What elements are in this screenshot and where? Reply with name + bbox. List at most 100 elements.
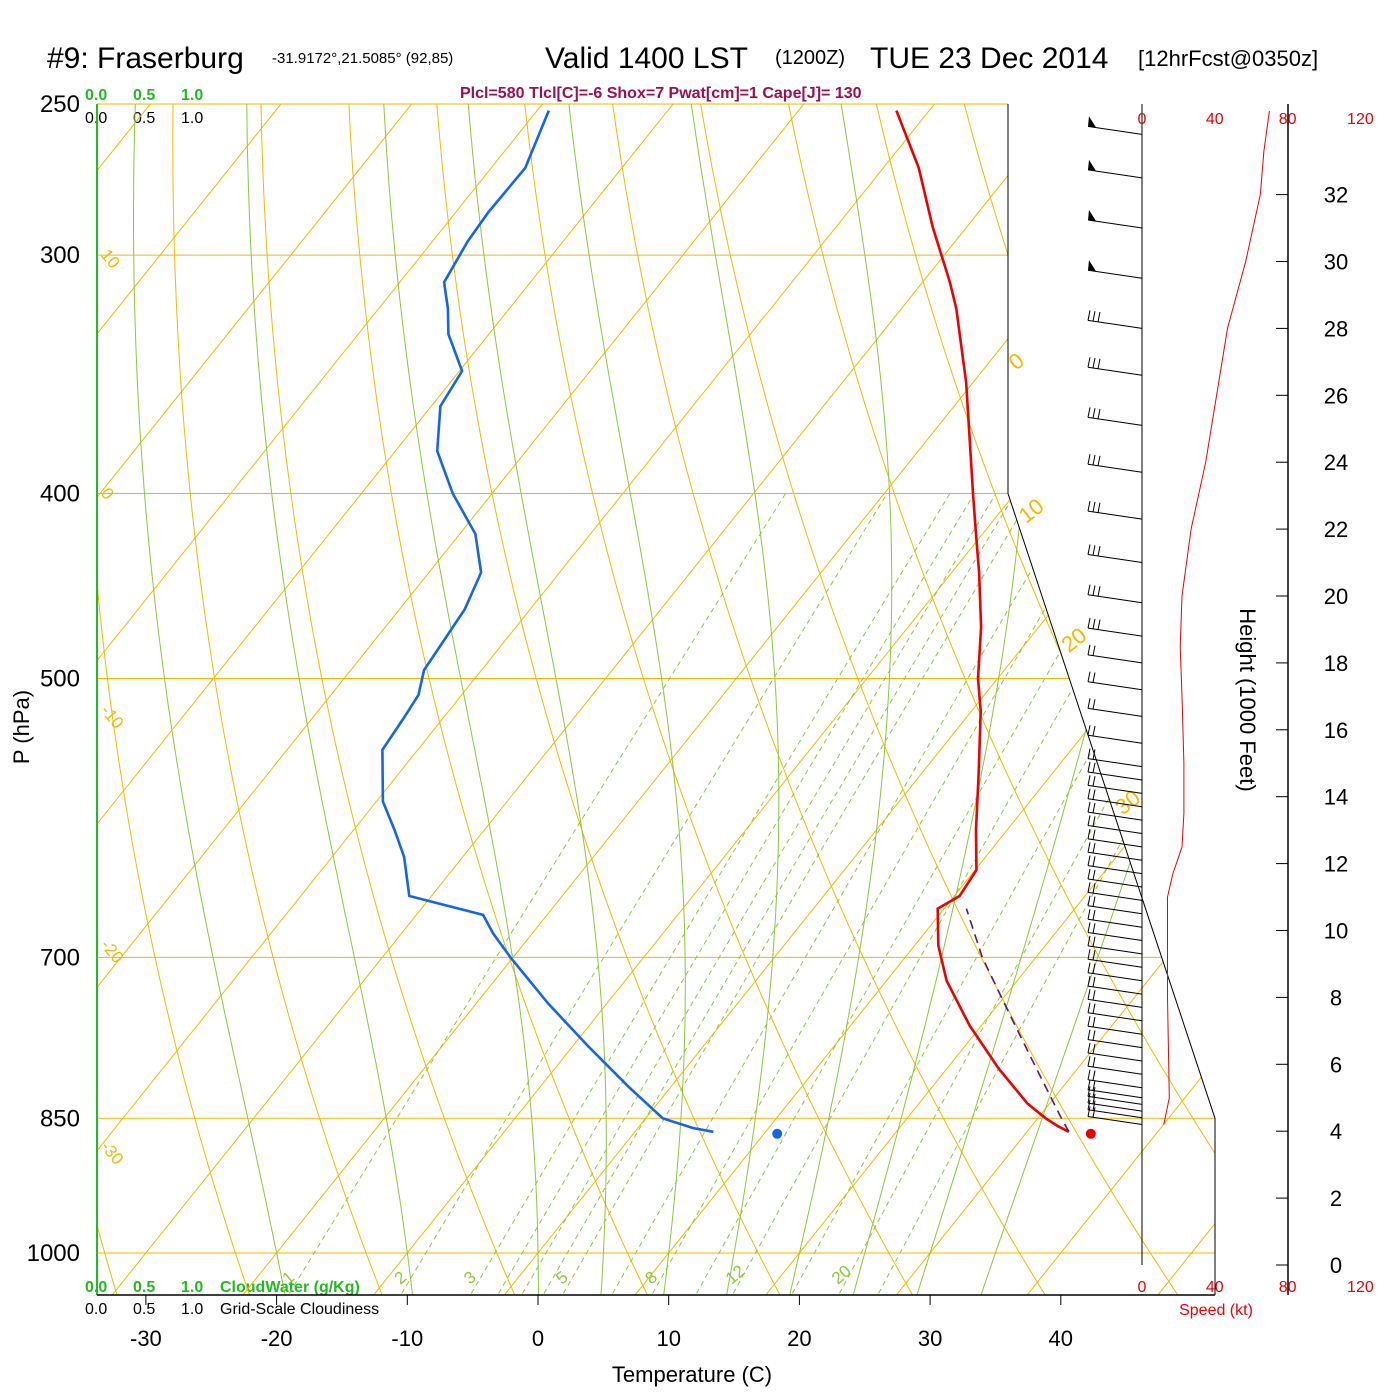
wind-barb <box>1087 842 1143 861</box>
isotherm-label: 10 <box>1014 493 1049 528</box>
dry-adiabat-line <box>756 104 1215 1295</box>
isotherm-label: 30 <box>1110 785 1145 820</box>
dry-adiabat-line <box>172 104 413 1295</box>
isotherm-line <box>444 104 1215 1295</box>
cloudiness-tick: 0.5 <box>133 1301 155 1318</box>
isotherm-line <box>97 104 560 1295</box>
sounding-traces <box>381 110 1096 1139</box>
wind-barb <box>1087 748 1143 768</box>
height-tick-label: 24 <box>1324 450 1348 475</box>
mixing-ratio-line <box>878 493 1215 1294</box>
height-tick-label: 4 <box>1330 1119 1342 1144</box>
wind-barb <box>1087 922 1143 941</box>
speed-tick-label: 40 <box>1206 111 1224 128</box>
height-tick-label: 8 <box>1330 985 1342 1010</box>
isotherm-line <box>97 104 430 1295</box>
cloudwater-tick: 0.5 <box>133 87 155 104</box>
mixing-ratio-line <box>612 493 1078 1294</box>
dewpoint-trace <box>381 110 714 1134</box>
isotherm-line <box>97 104 299 1295</box>
stability-indices: Plcl=580 Tlcl[C]=-6 Shox=7 Pwat[cm]=1 Ca… <box>460 85 862 102</box>
x-tick-label: 0 <box>532 1326 544 1351</box>
isotherm-line <box>183 104 1215 1295</box>
mixing-ratio-line <box>732 493 1186 1294</box>
mixing-ratio-line <box>652 493 1114 1294</box>
station-name: #9: Fraserburg <box>47 42 244 75</box>
moist-adiabat-line <box>133 104 293 1295</box>
cloudwater-tick: 1.0 <box>181 87 203 104</box>
dry-adiabat-label: -10 <box>97 701 127 732</box>
mixing-ratio-line <box>839 493 1215 1294</box>
plot-frame <box>96 104 1289 1296</box>
wind-speed-line <box>1163 110 1270 1125</box>
wind-barb <box>1087 310 1143 329</box>
wind-barb <box>1087 1079 1143 1099</box>
wind-barb <box>1087 210 1143 229</box>
mixing-ratio-line <box>543 493 1016 1294</box>
wind-barb <box>1087 976 1143 995</box>
temperature-trace <box>895 110 1070 1133</box>
wind-barb <box>1087 909 1143 928</box>
height-tick-label: 2 <box>1330 1186 1342 1211</box>
station-coords: -31.9172°,21.5085° (92,85) <box>272 50 453 67</box>
x-tick-label: -30 <box>130 1326 162 1351</box>
pressure-tick-label: 400 <box>40 481 80 508</box>
height-tick-label: 30 <box>1324 250 1348 275</box>
mixing-ratio-line <box>522 493 997 1294</box>
speed-tick-label: 80 <box>1279 1279 1297 1296</box>
wind-barb <box>1087 775 1143 794</box>
speed-axis-title: Speed (kt) <box>1179 1302 1253 1319</box>
speed-tick-label: 120 <box>1347 111 1374 128</box>
speed-tick-label: 120 <box>1347 1279 1374 1296</box>
wind-barb <box>1087 1056 1143 1075</box>
pressure-tick-label: 700 <box>40 944 80 971</box>
isotherm-line <box>97 104 953 1295</box>
isotherm-line <box>97 104 1083 1295</box>
cloudwater-tick: 0.0 <box>85 87 107 104</box>
isotherms <box>0 0 1215 1369</box>
moist-adiabats <box>133 104 1215 1295</box>
wind-barb <box>1087 868 1143 888</box>
wind-barb <box>1087 802 1143 821</box>
cloudiness-tick: 0.5 <box>133 110 155 127</box>
dry-adiabat-line <box>509 104 957 1295</box>
isotherm-line <box>97 104 691 1295</box>
cloudwater-tick: 1.0 <box>181 1279 203 1296</box>
wind-barb <box>1087 698 1143 717</box>
dry-adiabat-line <box>591 104 1093 1295</box>
mixing-ratio-label: 3 <box>460 1267 479 1288</box>
wind-barbs <box>1087 116 1143 1125</box>
mixing-ratio-label: 20 <box>828 1261 855 1288</box>
dry-adiabat-label: -30 <box>97 1137 127 1168</box>
isotherm-line <box>0 0 37 1369</box>
thermo-background <box>0 0 1215 1369</box>
wind-barb <box>1087 116 1143 135</box>
mixing-ratio-line <box>470 493 951 1294</box>
dry-adiabat-label: 10 <box>97 245 124 272</box>
wind-barb <box>1087 671 1143 691</box>
isotherm-line <box>967 104 1215 1295</box>
dry-adiabat-label: -20 <box>97 936 127 967</box>
dry-adiabat-line <box>344 104 685 1295</box>
speed-tick-label: 80 <box>1279 111 1297 128</box>
wind-barb <box>1087 815 1143 834</box>
moist-adiabat-line <box>379 104 539 1295</box>
moist-adiabat-line <box>967 104 1215 1295</box>
cloud-scale-bottom: 0.0 0.5 1.0 CloudWater (g/Kg) 0.0 0.5 1.… <box>85 1279 379 1318</box>
isotherm-line <box>837 104 1215 1295</box>
speed-tick-label: 0 <box>1138 1279 1147 1296</box>
isotherm-line <box>97 104 168 1295</box>
x-tick-label: 30 <box>918 1326 942 1351</box>
dry-adiabat-label: 0 <box>97 484 118 503</box>
wind-barb <box>1087 544 1143 563</box>
forecast-label: [12hrFcst@0350z] <box>1138 46 1318 71</box>
mixing-ratio-lines <box>288 493 1215 1294</box>
height-axis-title: Height (1000 Feet) <box>1235 608 1260 791</box>
wind-barb <box>1087 949 1143 968</box>
moist-adiabat-line <box>676 104 780 1295</box>
mixing-ratio-line <box>562 493 1034 1294</box>
height-tick-label: 10 <box>1324 919 1348 944</box>
x-tick-label: -20 <box>261 1326 293 1351</box>
dry-adiabat-line <box>1169 104 1215 1295</box>
